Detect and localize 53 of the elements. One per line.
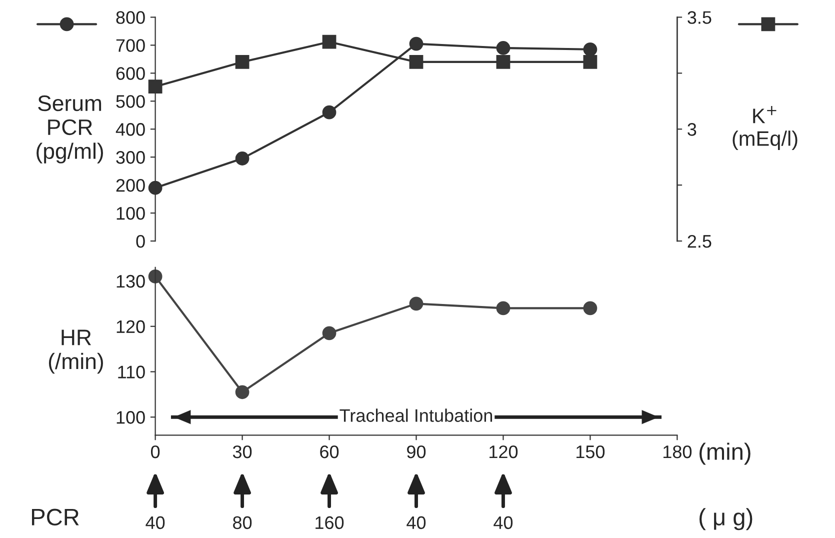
point: [148, 270, 162, 284]
y-tick-label: 120: [116, 320, 145, 334]
point: [496, 55, 510, 69]
y2-tick-label: 2.5: [688, 234, 712, 248]
point: [583, 55, 598, 69]
annotation: 40: [494, 516, 513, 530]
text: ( μ g): [700, 508, 752, 530]
y-tick-label: 600: [116, 67, 145, 80]
x-tick-label: 0: [150, 445, 160, 458]
point: [235, 55, 250, 69]
x-tick-label: 60: [320, 445, 339, 458]
y-axis-title: Serum PCR (pg/ml): [36, 95, 103, 164]
y-tick-label: 200: [116, 179, 145, 192]
annotation: 40: [146, 516, 165, 530]
point: [409, 296, 424, 311]
y2-tick-label: 3: [688, 123, 696, 136]
y-tick-label: 800: [116, 11, 145, 24]
point: [583, 301, 598, 316]
x-tick-label: 30: [232, 445, 252, 458]
point: [409, 55, 424, 69]
point: [322, 326, 336, 340]
x-tick-label: 150: [576, 445, 605, 458]
x-tick-label: 90: [407, 445, 426, 458]
ref-line-label: Tracheal Intubation: [340, 408, 492, 422]
point: [409, 36, 424, 51]
y-tick-label: 0: [136, 234, 145, 248]
annotation: 80: [233, 516, 252, 530]
point: [148, 80, 162, 94]
y-tick-label: 100: [116, 206, 145, 220]
point: [148, 180, 162, 195]
annotation: 40: [406, 516, 426, 530]
y-tick-label: 700: [116, 39, 145, 52]
y-tick-label: 400: [116, 123, 145, 136]
point: [322, 105, 336, 120]
y-tick-label: 110: [118, 366, 145, 378]
y2-axis-title: K$^{+}$ (mEq/l): [732, 106, 798, 150]
y-tick-label: 100: [116, 411, 145, 424]
point: [235, 152, 250, 166]
x-axis-title: (min): [700, 442, 750, 465]
text: PCR: [32, 508, 79, 526]
x-tick-label: 180: [664, 445, 692, 458]
y-tick-label: 130: [116, 274, 145, 288]
point: [235, 385, 250, 400]
y-tick-label: 500: [116, 95, 145, 108]
y-axis-title: HR (/min): [48, 330, 103, 374]
x-tick-label: 120: [490, 445, 518, 458]
point: [583, 42, 598, 56]
y2-tick-label: 3.5: [688, 11, 712, 24]
y-tick-label: 300: [116, 151, 145, 164]
point: [496, 301, 510, 316]
annotation: 160: [316, 516, 344, 530]
point: [322, 34, 336, 49]
point: [496, 41, 510, 55]
